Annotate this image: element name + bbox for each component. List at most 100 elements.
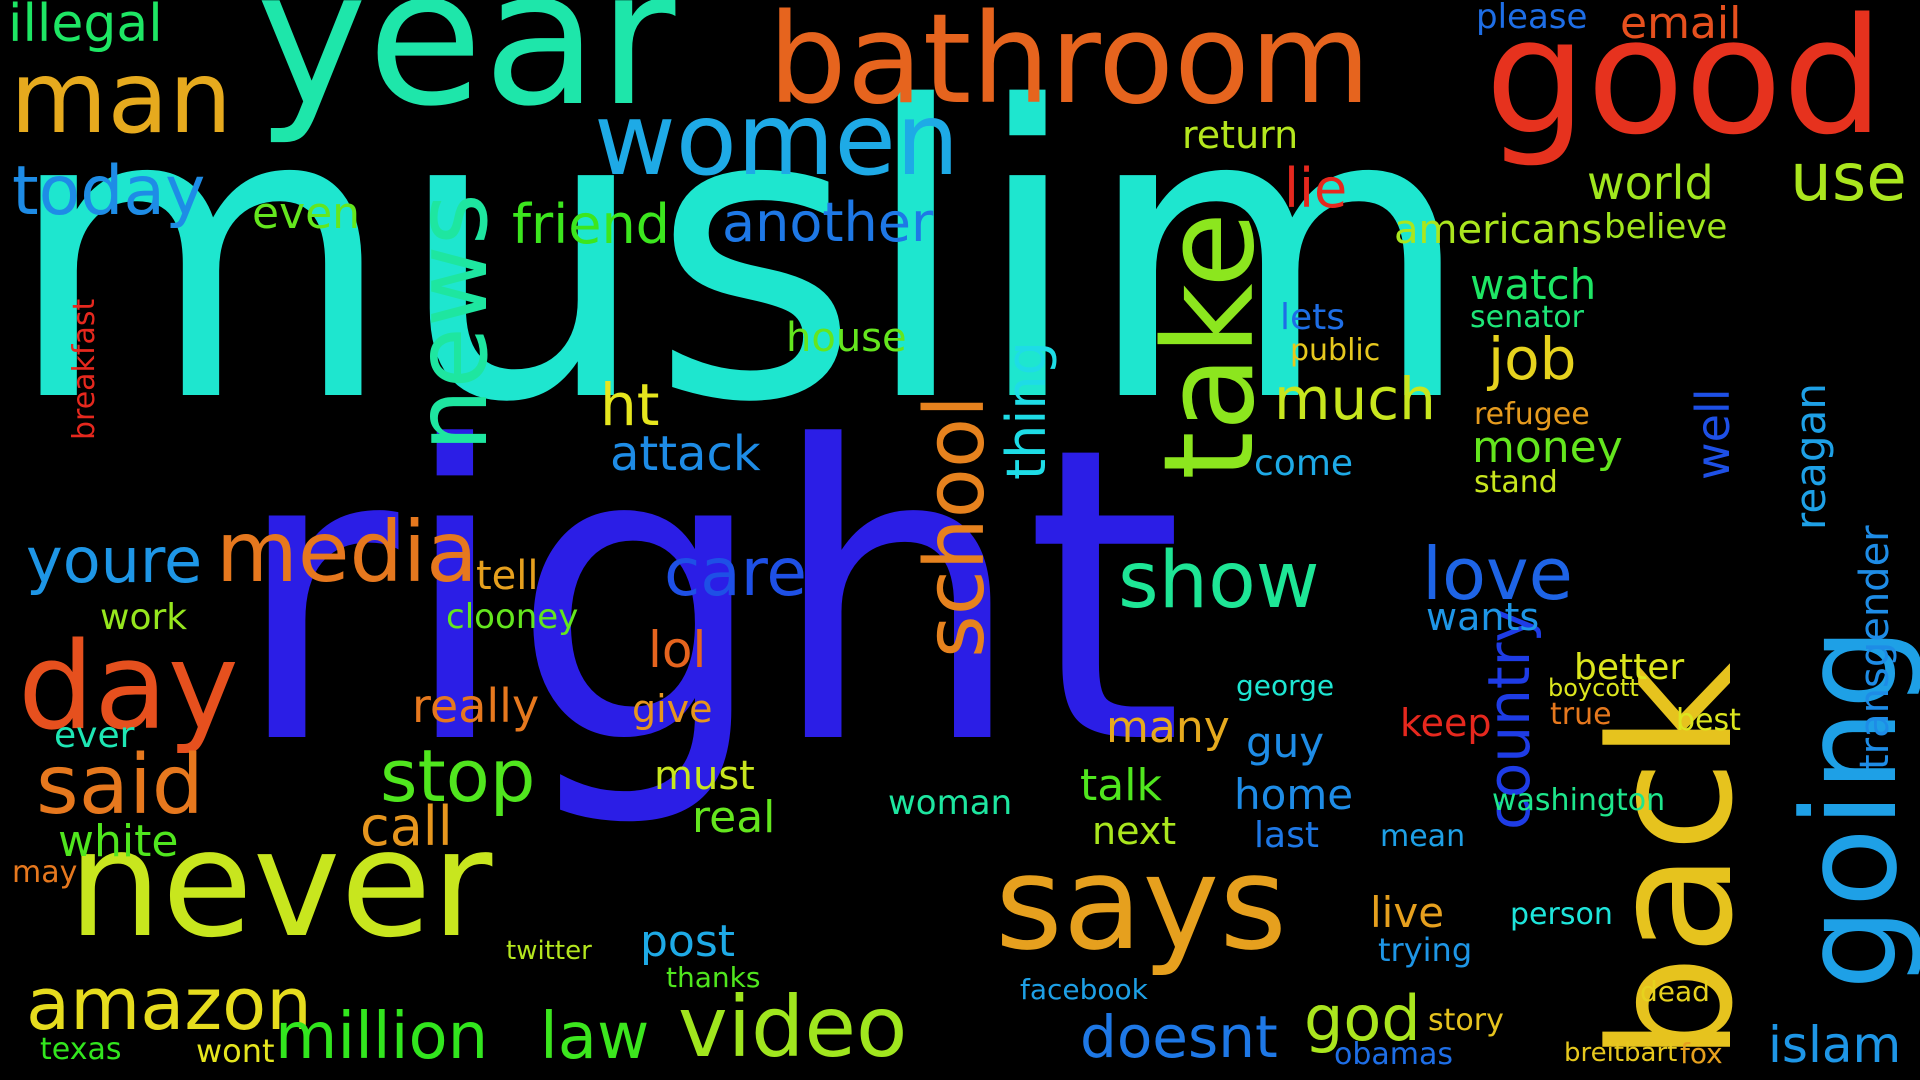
word-cloud-word: believe bbox=[1604, 207, 1728, 247]
word-cloud-word: boycott bbox=[1548, 674, 1639, 702]
word-cloud-word: dead bbox=[1640, 975, 1710, 1008]
word-cloud-word: live bbox=[1370, 888, 1445, 937]
word-cloud-word: says bbox=[995, 827, 1288, 979]
word-cloud-word: lol bbox=[648, 621, 707, 679]
word-cloud-word: news bbox=[393, 193, 510, 452]
word-cloud-word: obamas bbox=[1334, 1037, 1454, 1072]
word-cloud-word: return bbox=[1182, 113, 1299, 157]
word-cloud-word: best bbox=[1676, 703, 1741, 738]
word-cloud-word: love bbox=[1422, 532, 1573, 616]
word-cloud-word: ht bbox=[600, 371, 660, 439]
word-cloud-word: george bbox=[1236, 669, 1335, 702]
word-cloud-word: much bbox=[1274, 365, 1436, 433]
word-cloud-word: senator bbox=[1470, 300, 1584, 335]
word-cloud-word: islam bbox=[1768, 1016, 1902, 1074]
word-cloud-word: school bbox=[908, 395, 1003, 658]
word-cloud-word: call bbox=[360, 795, 453, 858]
word-cloud-word: washington bbox=[1492, 783, 1666, 818]
word-cloud-word: right bbox=[232, 361, 1184, 833]
word-cloud-word: take bbox=[1138, 211, 1282, 480]
word-cloud-word: true bbox=[1550, 697, 1612, 732]
word-cloud-word: story bbox=[1428, 1003, 1504, 1038]
word-cloud-word: clooney bbox=[446, 597, 579, 637]
word-cloud-word: doesnt bbox=[1080, 1003, 1278, 1071]
word-cloud-word: show bbox=[1118, 536, 1320, 626]
word-cloud-word: house bbox=[786, 315, 907, 361]
word-cloud-word: facebook bbox=[1020, 973, 1148, 1006]
word-cloud-word: white bbox=[58, 816, 179, 867]
word-cloud-word: better bbox=[1574, 647, 1685, 688]
word-cloud-word: post bbox=[640, 916, 736, 967]
word-cloud-word: women bbox=[594, 81, 960, 198]
word-cloud-word: muslim bbox=[4, 22, 1475, 490]
word-cloud-word: refugee bbox=[1474, 397, 1590, 432]
word-cloud-word: good bbox=[1485, 0, 1884, 170]
word-cloud-word: guy bbox=[1246, 718, 1325, 767]
word-cloud-word: world bbox=[1587, 156, 1714, 210]
word-cloud-word: real bbox=[692, 792, 776, 843]
word-cloud-word: law bbox=[540, 1000, 650, 1074]
word-cloud-word: care bbox=[664, 534, 808, 611]
word-cloud-word: youre bbox=[26, 524, 203, 597]
word-cloud-word: transgender bbox=[1852, 525, 1898, 770]
word-cloud-word: fox bbox=[1680, 1037, 1723, 1070]
word-cloud-word: give bbox=[632, 687, 713, 731]
word-cloud-word: stand bbox=[1474, 465, 1558, 500]
word-cloud-word: breakfast bbox=[67, 298, 102, 440]
word-cloud-word: please bbox=[1476, 0, 1588, 37]
word-cloud-word: lets bbox=[1280, 297, 1346, 338]
word-cloud-word: twitter bbox=[506, 936, 592, 966]
word-cloud-word: may bbox=[12, 855, 78, 890]
word-cloud-word: man bbox=[10, 39, 233, 156]
word-cloud-word: public bbox=[1290, 333, 1381, 368]
word-cloud-word: media bbox=[216, 503, 478, 601]
word-cloud-word: ever bbox=[54, 715, 135, 756]
word-cloud-word: today bbox=[12, 152, 206, 231]
word-cloud-word: email bbox=[1620, 0, 1742, 49]
word-cloud-word: million bbox=[275, 1000, 489, 1074]
word-cloud-word: never bbox=[68, 798, 493, 970]
word-cloud-word: job bbox=[1488, 325, 1577, 393]
word-cloud-word: really bbox=[412, 679, 540, 733]
word-cloud-word: said bbox=[36, 738, 204, 833]
word-cloud-word: wants bbox=[1426, 595, 1540, 639]
word-cloud-word: stop bbox=[380, 734, 536, 818]
word-cloud-word: god bbox=[1304, 982, 1421, 1055]
word-cloud-word: breitbart bbox=[1564, 1038, 1678, 1068]
word-cloud-word: keep bbox=[1400, 701, 1492, 745]
word-cloud-word: mean bbox=[1380, 819, 1466, 854]
word-cloud-word: day bbox=[18, 618, 239, 757]
word-cloud-word: amazon bbox=[26, 962, 312, 1046]
word-cloud-word: come bbox=[1254, 443, 1354, 484]
word-cloud-word: thanks bbox=[666, 961, 761, 994]
word-cloud-word: americans bbox=[1394, 207, 1603, 253]
word-cloud-word: year bbox=[256, 0, 676, 148]
word-cloud-word: tell bbox=[476, 553, 539, 599]
word-cloud-word: reagan bbox=[1786, 383, 1835, 530]
word-cloud-word: video bbox=[678, 978, 908, 1076]
word-cloud-word: person bbox=[1510, 897, 1613, 932]
word-cloud-word: woman bbox=[888, 783, 1013, 823]
word-cloud-word: trying bbox=[1378, 931, 1473, 969]
word-cloud-word: wont bbox=[196, 1032, 275, 1070]
word-cloud-word: use bbox=[1790, 139, 1907, 216]
word-cloud-word: lie bbox=[1284, 157, 1348, 220]
word-cloud-word: texas bbox=[40, 1032, 122, 1067]
word-cloud-word: another bbox=[722, 191, 934, 254]
word-cloud-word: work bbox=[100, 597, 188, 638]
word-cloud-word: many bbox=[1106, 702, 1230, 753]
word-cloud-word: thing bbox=[995, 341, 1058, 480]
word-cloud-word: bathroom bbox=[768, 0, 1371, 132]
word-cloud-word: friend bbox=[512, 193, 670, 256]
word-cloud-word: home bbox=[1234, 770, 1354, 819]
word-cloud-word: watch bbox=[1470, 260, 1597, 309]
word-cloud-word: talk bbox=[1080, 760, 1162, 811]
word-cloud-word: attack bbox=[610, 426, 761, 482]
word-cloud-word: illegal bbox=[8, 0, 163, 54]
word-cloud-word: well bbox=[1686, 388, 1740, 480]
word-cloud-word: last bbox=[1254, 815, 1319, 856]
word-cloud-word: next bbox=[1092, 809, 1177, 853]
word-cloud-word: must bbox=[654, 753, 755, 799]
word-cloud-word: even bbox=[252, 188, 361, 239]
